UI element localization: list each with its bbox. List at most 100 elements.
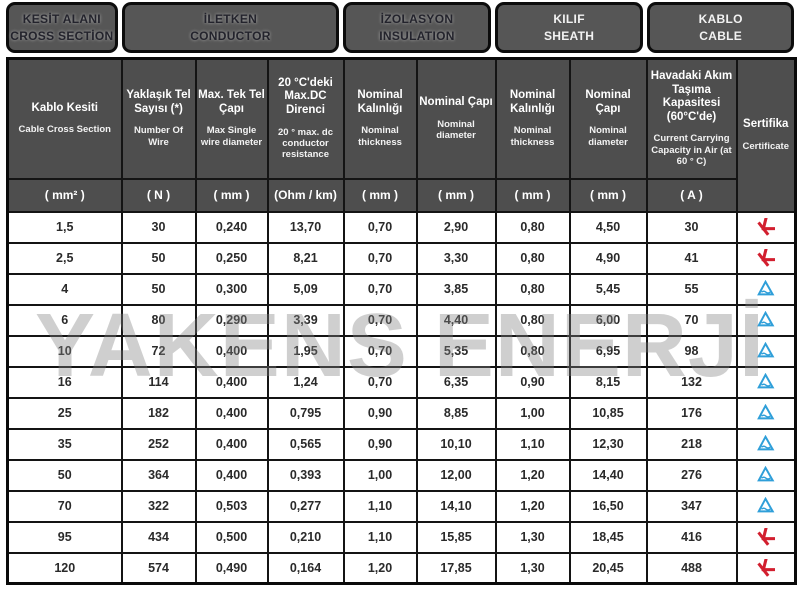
table-cell: 120 <box>6 551 123 585</box>
table-cell: 0,400 <box>194 396 269 430</box>
table-cell: 0,80 <box>494 334 571 368</box>
blue-certificate-icon <box>757 311 775 327</box>
table-cell: 3,30 <box>415 241 497 275</box>
table-cell: 41 <box>645 241 738 275</box>
table-cell: 13,70 <box>266 210 345 244</box>
table-cell: 18,45 <box>568 520 648 554</box>
table-cell: 3,39 <box>266 303 345 337</box>
table-cell: 434 <box>120 520 197 554</box>
table-cell: 574 <box>120 551 197 585</box>
table-row: 25 182 0,400 0,795 0,90 8,85 1,00 10,85 176 <box>6 396 797 430</box>
table-cell: 276 <box>645 458 738 492</box>
table-cell: 0,70 <box>342 241 418 275</box>
group-label-en: CROSS SECTİON <box>10 28 114 43</box>
column-label-en: Certificate <box>742 140 789 152</box>
table-cell: 322 <box>120 489 197 523</box>
table-cell: 70 <box>6 489 123 523</box>
table-body: 1,5 30 0,240 13,70 0,70 2,90 0,80 4,50 30 2,5 50 0… <box>6 210 797 585</box>
unit-cell: ( A ) <box>645 177 738 213</box>
table-cell: 0,503 <box>194 489 269 523</box>
column-header-current-capacity: Havadaki Akım Taşıma Kapasitesi (60°C'de… <box>645 57 738 180</box>
column-label-tr: Nominal Çapı <box>585 89 631 115</box>
table-cell: 364 <box>120 458 197 492</box>
table-cell: 0,250 <box>194 241 269 275</box>
spec-table: Kablo Kesiti Cable Cross Section Yaklaşı… <box>6 57 797 585</box>
table-cell: 80 <box>120 303 197 337</box>
column-label-tr: Nominal Kalınlığı <box>357 89 403 115</box>
column-header-dc-resistance: 20 °C'deki Max.DC Direnci 20 ° max. dc c… <box>266 57 345 180</box>
table-cell: 0,400 <box>194 427 269 461</box>
table-cell: 50 <box>120 241 197 275</box>
group-label-tr: İZOLASYON <box>380 12 454 27</box>
certificate-cell <box>735 365 797 399</box>
table-cell: 2,90 <box>415 210 497 244</box>
certificate-cell <box>735 303 797 337</box>
certificate-cell <box>735 520 797 554</box>
column-label-en: Nominal thickness <box>510 125 555 148</box>
table-cell: 5,35 <box>415 334 497 368</box>
red-certificate-icon <box>757 249 776 267</box>
table-cell: 176 <box>645 396 738 430</box>
unit-cell: ( mm ) <box>415 177 497 213</box>
table-cell: 0,795 <box>266 396 345 430</box>
table-cell: 182 <box>120 396 197 430</box>
group-label-en: INSULATION <box>379 28 455 43</box>
certificate-cell <box>735 427 797 461</box>
table-row: 70 322 0,503 0,277 1,10 14,10 1,20 16,50 347 <box>6 489 797 523</box>
column-label-en: Cable Cross Section <box>18 124 111 136</box>
group-label-tr: KABLO <box>698 12 743 27</box>
table-cell: 30 <box>645 210 738 244</box>
table-row: 16 114 0,400 1,24 0,70 6,35 0,90 8,15 132 <box>6 365 797 399</box>
column-label-en: Number Of Wire <box>133 125 184 148</box>
table-cell: 1,00 <box>494 396 571 430</box>
table-cell: 0,80 <box>494 241 571 275</box>
table-cell: 8,15 <box>568 365 648 399</box>
column-label-en: Nominal diameter <box>588 125 628 148</box>
unit-cell: ( mm² ) <box>6 177 123 213</box>
table-cell: 25 <box>6 396 123 430</box>
column-header-certificate: Sertifika Certificate <box>735 57 797 213</box>
table-cell: 4,50 <box>568 210 648 244</box>
group-label-tr: KILIF <box>553 12 585 27</box>
table-row: 50 364 0,400 0,393 1,00 12,00 1,20 14,40 276 <box>6 458 797 492</box>
table-cell: 1,00 <box>342 458 418 492</box>
table-cell: 16 <box>6 365 123 399</box>
table-cell: 5,09 <box>266 272 345 306</box>
certificate-cell <box>735 210 797 244</box>
table-cell: 0,240 <box>194 210 269 244</box>
group-box-conductor: İLETKEN CONDUCTOR <box>121 2 340 53</box>
table-cell: 1,24 <box>266 365 345 399</box>
table-cell: 95 <box>6 520 123 554</box>
table-cell: 114 <box>120 365 197 399</box>
group-label-tr: KESİT ALANI <box>22 12 101 27</box>
table-cell: 8,85 <box>415 396 497 430</box>
table-cell: 1,10 <box>494 427 571 461</box>
table-cell: 14,10 <box>415 489 497 523</box>
table-cell: 0,90 <box>342 427 418 461</box>
table-cell: 0,70 <box>342 210 418 244</box>
table-cell: 0,393 <box>266 458 345 492</box>
certificate-cell <box>735 458 797 492</box>
table-cell: 14,40 <box>568 458 648 492</box>
certificate-cell <box>735 272 797 306</box>
column-label-tr: Sertifika <box>743 118 789 131</box>
table-cell: 0,290 <box>194 303 269 337</box>
table-cell: 1,10 <box>342 520 418 554</box>
table-row: 95 434 0,500 0,210 1,10 15,85 1,30 18,45 416 <box>6 520 797 554</box>
table-cell: 20,45 <box>568 551 648 585</box>
table-cell: 4,90 <box>568 241 648 275</box>
column-header-sheath-thickness: Nominal Kalınlığı Nominal thickness <box>494 57 571 180</box>
group-label-tr: İLETKEN <box>203 12 258 27</box>
column-label-tr: Yaklaşık Tel Sayısı (*) <box>126 89 191 115</box>
column-header-insulation-thickness: Nominal Kalınlığı Nominal thickness <box>342 57 418 180</box>
blue-certificate-icon <box>757 466 775 482</box>
red-certificate-icon <box>757 558 776 577</box>
column-header-sheath-diameter: Nominal Çapı Nominal diameter <box>568 57 648 180</box>
column-label-en: Current Carrying Capacity in Air (at 60 … <box>651 133 732 168</box>
table-cell: 0,500 <box>194 520 269 554</box>
group-label-en: SHEATH <box>543 28 595 43</box>
certificate-cell <box>735 489 797 523</box>
table-cell: 10,10 <box>415 427 497 461</box>
blue-certificate-icon <box>757 342 775 358</box>
table-cell: 2,5 <box>6 241 123 275</box>
